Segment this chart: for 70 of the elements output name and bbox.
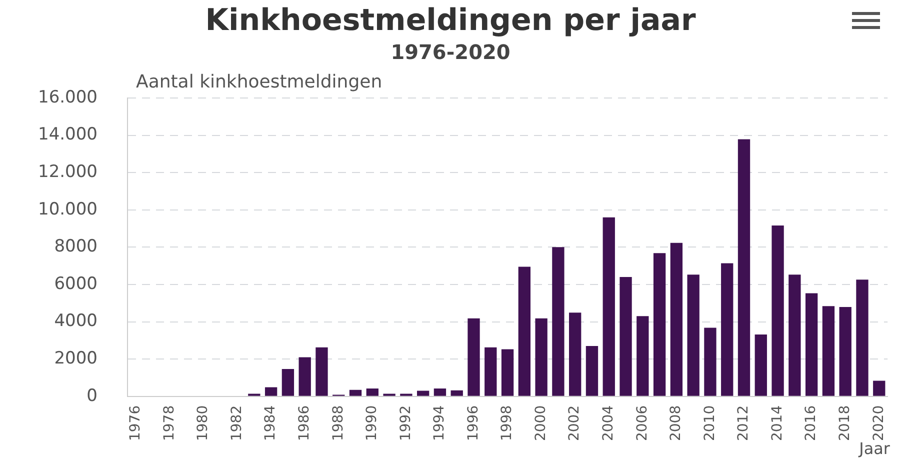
bar: [282, 368, 294, 396]
y-tick-label: 6000: [54, 274, 98, 294]
x-tick-label: 1986: [296, 405, 312, 442]
x-tick-label: 1978: [161, 405, 178, 442]
y-tick-label: 8000: [54, 236, 98, 257]
bar: [670, 242, 683, 396]
x-tick-label: 1988: [330, 405, 346, 442]
bar: [788, 274, 801, 396]
bar: [636, 316, 649, 396]
bar: [856, 280, 868, 396]
bar: [518, 266, 531, 396]
x-tick-label: 1996: [465, 405, 482, 442]
bar: [620, 277, 632, 396]
bar: [704, 328, 716, 396]
x-tick-label: 1976: [128, 405, 144, 442]
x-tick-label: 2006: [634, 405, 650, 442]
bar: [349, 390, 362, 396]
bar: [434, 388, 446, 396]
bar: [535, 318, 548, 396]
bar: [569, 312, 582, 396]
bar: [873, 380, 886, 396]
bar: [653, 253, 666, 396]
y-tick-label: 4000: [54, 311, 98, 332]
x-tick-label: 2010: [702, 405, 718, 442]
bar: [484, 347, 497, 396]
bar: [738, 139, 750, 396]
x-tick-label: 1998: [499, 405, 516, 442]
chart-subtitle: 1976-2020: [390, 40, 510, 64]
x-tick-label: 2018: [836, 405, 853, 442]
y-tick-label: 12.000: [38, 162, 98, 182]
y-tick-label: 16.000: [38, 87, 98, 108]
chart-title: Kinkhoestmeldingen per jaar: [205, 2, 696, 38]
x-tick-label: 2000: [532, 405, 549, 442]
bar: [316, 347, 328, 396]
y-tick-label: 14.000: [38, 124, 98, 145]
bar: [468, 318, 480, 396]
bar: [501, 349, 514, 396]
x-tick-label: 2012: [736, 405, 752, 442]
bar: [602, 217, 615, 396]
x-tick-label: 2008: [668, 405, 684, 442]
bar: [839, 307, 852, 396]
x-tick-label: 2014: [769, 405, 786, 442]
y-tick-label: 0: [86, 386, 98, 406]
bar: [687, 274, 700, 396]
x-tick-label: 2002: [566, 405, 583, 442]
bar: [264, 387, 278, 396]
bar: [366, 388, 378, 396]
y-tick-label: 10.000: [38, 199, 98, 220]
x-tick-label: 2020: [870, 405, 887, 442]
y-axis-title: Aantal kinkhoestmeldingen: [136, 72, 382, 93]
bar: [552, 247, 564, 396]
bar: [772, 226, 784, 396]
bar: [586, 346, 598, 396]
x-tick-label: 1982: [228, 405, 245, 442]
x-tick-label: 1980: [195, 405, 212, 442]
x-tick-label: 1992: [398, 405, 414, 442]
y-tick-label: 2000: [54, 348, 98, 368]
x-tick-label: 2004: [600, 405, 617, 442]
x-tick-label: 2016: [803, 405, 820, 442]
bar: [450, 390, 463, 396]
x-axis-title: Jaar: [858, 439, 890, 458]
x-tick-label: 1994: [432, 405, 448, 442]
bar: [805, 293, 818, 396]
bar: [416, 390, 430, 396]
bar: [721, 263, 734, 396]
bar: [754, 334, 767, 396]
x-tick-label: 1984: [262, 405, 279, 442]
x-tick-label: 1990: [364, 405, 380, 442]
bar: [298, 357, 311, 396]
bar: [822, 306, 835, 396]
